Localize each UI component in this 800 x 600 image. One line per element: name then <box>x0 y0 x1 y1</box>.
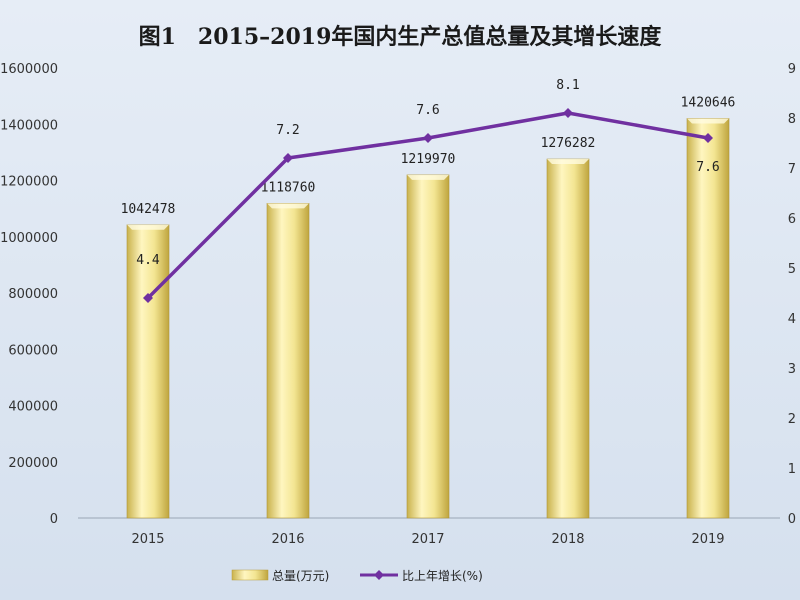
y-right-tick-label: 7 <box>788 162 796 177</box>
bar <box>406 174 450 519</box>
y-right-tick-label: 2 <box>788 412 796 427</box>
left-axis: 0 200000 400000 600000 800000 1000000 1200000 1… <box>0 62 58 527</box>
bar <box>686 118 730 519</box>
y-right-tick-label: 8 <box>788 112 796 127</box>
line-series <box>143 108 713 303</box>
bar-bevel <box>407 174 449 180</box>
line-point <box>143 293 153 303</box>
bar <box>126 224 170 519</box>
y-right-tick-label: 3 <box>788 362 796 377</box>
line-value-label: 7.6 <box>416 103 439 118</box>
bar-bevel <box>127 224 169 230</box>
y-right-tick-label: 4 <box>788 312 796 327</box>
right-axis: 0 1 2 3 4 5 6 7 8 9 <box>788 62 796 527</box>
line-value-label: 4.4 <box>136 253 160 268</box>
line-point <box>283 153 293 163</box>
legend-bar-swatch <box>231 569 269 581</box>
y-right-tick-label: 6 <box>788 212 796 227</box>
y-right-tick-label: 5 <box>788 262 796 277</box>
line-value-label: 7.6 <box>696 160 719 175</box>
bar-series <box>126 118 730 519</box>
chart-title: 图1 2015–2019年国内生产总值总量及其增长速度 <box>139 24 663 50</box>
bar-value-label: 1219970 <box>401 152 456 167</box>
x-tick-label: 2016 <box>271 532 304 547</box>
y-right-tick-label: 9 <box>788 62 796 77</box>
legend: 总量(万元) 比上年增长(%) <box>231 569 483 583</box>
y-left-tick-label: 1200000 <box>0 175 58 190</box>
bar-bevel <box>687 118 729 124</box>
y-left-tick-label: 1000000 <box>0 231 58 246</box>
bar-value-label: 1042478 <box>121 202 176 217</box>
bar-value-label: 1118760 <box>261 180 316 195</box>
legend-line-marker <box>374 570 384 580</box>
x-tick-label: 2017 <box>411 532 444 547</box>
y-left-tick-label: 400000 <box>8 400 58 415</box>
line-value-labels: 4.4 7.2 7.6 8.1 7.6 <box>136 78 719 268</box>
y-left-tick-label: 200000 <box>8 456 58 471</box>
line-point <box>703 133 713 143</box>
bar <box>266 203 310 519</box>
y-left-tick-label: 600000 <box>8 343 58 358</box>
legend-bar-label: 总量(万元) <box>272 569 329 583</box>
y-left-tick-label: 0 <box>50 512 58 527</box>
bar-value-label: 1420646 <box>681 95 736 110</box>
y-right-tick-label: 1 <box>788 462 796 477</box>
x-axis: 2015 2016 2017 2018 2019 <box>131 532 724 547</box>
x-tick-label: 2015 <box>131 532 164 547</box>
bar-value-label: 1276282 <box>541 136 596 151</box>
line-point <box>423 133 433 143</box>
y-left-tick-label: 800000 <box>8 287 58 302</box>
y-left-tick-label: 1600000 <box>0 62 58 77</box>
bar-value-labels: 1042478 1118760 1219970 1276282 1420646 <box>121 95 736 216</box>
line-value-label: 7.2 <box>276 123 299 138</box>
bar-bevel <box>547 159 589 165</box>
y-right-tick-label: 0 <box>788 512 796 527</box>
bar-bevel <box>267 203 309 209</box>
legend-line-label: 比上年增长(%) <box>402 569 483 583</box>
x-tick-label: 2018 <box>551 532 584 547</box>
line-value-label: 8.1 <box>556 78 579 93</box>
y-left-tick-label: 1400000 <box>0 118 58 133</box>
x-tick-label: 2019 <box>691 532 724 547</box>
bar <box>546 158 590 519</box>
line-point <box>563 108 573 118</box>
